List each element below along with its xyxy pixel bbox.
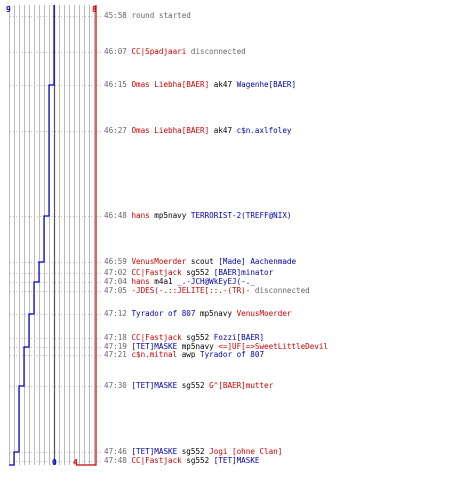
event-time: 47:12 [104,309,127,318]
event-text: VenusMoerder [236,309,292,318]
team1-step-line [9,5,55,466]
event-time: 46:48 [104,211,127,220]
event-row: 46:07 CC|Spadjaari disconnected [104,47,246,56]
event-text: Tyrador of 807 [131,309,196,318]
event-row: 47:02 CC|Fastjack sg552 [BAER]minator [104,268,273,277]
team1-end-count: 0 [52,458,57,467]
event-text: CC|Spadjaari [131,47,187,56]
event-row: 47:18 CC|Fastjack sg552 Fozzi[BAER] [104,333,264,342]
event-text: Tyrador of 807 [200,350,265,359]
event-text: Fozzi[BAER] [213,333,265,342]
event-text: ak47 [209,126,237,135]
event-text: sg552 [181,268,214,277]
event-text: m4a1 [149,277,178,286]
event-time: 47:02 [104,268,127,277]
event-text: CC|Fastjack [131,268,182,277]
event-time: 47:46 [104,447,127,456]
event-text: sg552 [181,456,214,465]
event-row: 47:48 CC|Fastjack sg552 [TET]MASKE [104,456,259,465]
event-text: c$n.axlfoley [236,126,292,135]
event-text: mp5navy [149,211,191,220]
event-row: 47:19 [TET]MASKE mp5navy <=]UF[=>SweetLi… [104,342,328,351]
event-text: -JDES(-.::JELITE[::.-(TR)- [131,286,251,295]
event-text: CC|Fastjack [131,333,182,342]
event-time: 47:05 [104,286,127,295]
event-text: Omas Liebha[BAER] [131,126,210,135]
event-text: Omas Liebha[BAER] [131,80,210,89]
event-row: 46:48 hans mp5navy TERRORIST-2(TREFF@NIX… [104,211,291,220]
event-text: awp [177,350,201,359]
event-time: 47:18 [104,333,127,342]
event-row: 47:30 [TET]MASKE sg552 G^[BAER]mutter [104,381,273,390]
event-text: <=]UF[=>SweetLittleDevil [218,342,329,351]
event-text: hans [131,277,150,286]
event-time: 46:27 [104,126,127,135]
event-text: CC|Fastjack [131,456,182,465]
event-time: 47:30 [104,381,127,390]
event-text: round started [131,11,191,20]
event-time: 46:15 [104,80,127,89]
event-row: 47:04 hans m4a1 _.-JCH@WkEyEJ(-._ [104,277,255,286]
event-row: 47:21 c$n.mitnal awp Tyrador of 807 [104,350,264,359]
team2-start-count: 8 [92,5,97,14]
event-text: TERRORIST-2(TREFF@NIX) [190,211,292,220]
team2-step-line [76,5,97,466]
event-time: 46:07 [104,47,127,56]
event-row: 47:46 [TET]MASKE sg552 Jogi [ohne Clan] [104,447,282,456]
event-row: 46:15 Omas Liebha[BAER] ak47 Wagenhe[BAE… [104,80,296,89]
event-text: [TET]MASKE [213,456,260,465]
event-text: ak47 [209,80,237,89]
event-text: scout [186,257,219,266]
event-text: G^[BAER]mutter [209,381,274,390]
player-count-chart [9,5,102,466]
event-time: 46:59 [104,257,127,266]
event-text: _.-JCH@WkEyEJ(-._ [177,277,255,286]
event-text: sg552 [177,447,210,456]
event-text: [BAER]minator [213,268,274,277]
event-text: Jogi [ohne Clan] [209,447,283,456]
event-row: 45:58 round started [104,11,191,20]
event-text: disconnected [250,286,310,295]
event-text: mp5navy [195,309,237,318]
event-text: sg552 [181,333,214,342]
event-text: VenusMoerder [131,257,187,266]
event-text: Wagenhe[BAER] [236,80,297,89]
event-text: [TET]MASKE [131,342,178,351]
event-row: 46:27 Omas Liebha[BAER] ak47 c$n.axlfole… [104,126,291,135]
event-text: sg552 [177,381,210,390]
event-row: 47:12 Tyrador of 807 mp5navy VenusMoerde… [104,309,291,318]
event-text: [Made] Aachenmade [218,257,297,266]
team2-end-count: 4 [73,458,78,467]
event-time: 47:19 [104,342,127,351]
event-time: 45:58 [104,11,127,20]
event-text: c$n.mitnal [131,350,178,359]
event-time: 47:04 [104,277,127,286]
event-row: 47:05 -JDES(-.::JELITE[::.-(TR)- disconn… [104,286,310,295]
event-text: [TET]MASKE [131,381,178,390]
event-text: [TET]MASKE [131,447,178,456]
event-time: 47:48 [104,456,127,465]
team1-start-count: 9 [6,5,11,14]
event-text: mp5navy [177,342,219,351]
event-row: 46:59 VenusMoerder scout [Made] Aachenma… [104,257,296,266]
event-text: hans [131,211,150,220]
event-text: disconnected [186,47,246,56]
event-time: 47:21 [104,350,127,359]
